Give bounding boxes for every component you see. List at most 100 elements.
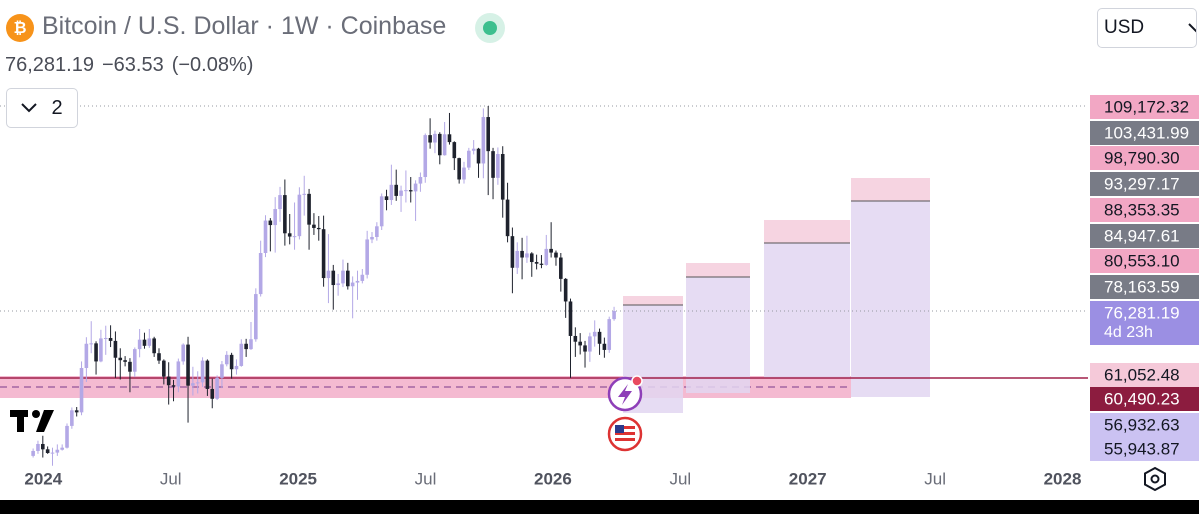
chevron: [1188, 23, 1196, 33]
box-top: [686, 263, 750, 277]
candle-body: [205, 360, 210, 389]
candle-body: [321, 229, 326, 279]
box-top: [851, 178, 930, 201]
price-label: 80,553.10: [1104, 251, 1180, 270]
candle-body: [583, 345, 587, 352]
candle-body: [60, 447, 64, 450]
candle-body: [394, 184, 399, 196]
candle-body: [510, 236, 515, 268]
price-label: 98,790.30: [1104, 148, 1180, 167]
candle-body: [70, 410, 74, 426]
tradingview-logo: [10, 410, 54, 432]
candle-body: [476, 148, 481, 164]
price-label-bg: [1090, 275, 1199, 299]
candle-body: [559, 257, 563, 279]
candle-body: [31, 450, 35, 456]
indicator-toggle[interactable]: 2: [6, 88, 78, 128]
candle-body: [268, 220, 273, 226]
candle-body: [433, 133, 437, 143]
candle-body: [554, 252, 558, 258]
box-top: [623, 296, 683, 305]
candle-body: [525, 253, 529, 258]
settings-icon[interactable]: [1144, 466, 1166, 492]
candle-body: [336, 283, 340, 286]
candle-body: [176, 361, 181, 387]
candle-body: [568, 301, 573, 336]
price-label-bg: [1090, 224, 1199, 248]
candle-body: [418, 177, 423, 184]
candle-body: [534, 262, 539, 264]
candle-body: [413, 183, 418, 192]
candle-body: [350, 282, 355, 287]
candle-body: [316, 227, 321, 230]
candle-body: [195, 382, 200, 384]
price-label: 61,052.48: [1104, 365, 1180, 384]
candle-body: [171, 385, 176, 387]
candle-body: [147, 338, 152, 346]
candle-body: [137, 339, 142, 350]
candle-body: [539, 263, 544, 265]
candle-body: [549, 248, 553, 253]
currency-select[interactable]: USD: [1097, 8, 1197, 48]
x-tick-label: 2027: [789, 469, 827, 488]
candle-body: [210, 388, 215, 399]
price-label-bg: [1090, 413, 1199, 437]
candle-body: [220, 364, 224, 378]
candle-body: [520, 250, 524, 258]
x-tick-label: 2026: [534, 469, 572, 488]
candle-body: [186, 344, 190, 386]
candle-body: [447, 134, 452, 143]
candle-body: [491, 151, 495, 178]
candle-body: [108, 338, 113, 341]
price-change-percent: (−0.08%): [171, 54, 254, 76]
candle-body: [360, 274, 365, 281]
candle-body: [452, 142, 457, 159]
candle-body: [462, 167, 466, 180]
candle-body: [544, 248, 549, 265]
x-tick-label: 2028: [1044, 469, 1082, 488]
price-label-bg: [1090, 95, 1199, 119]
candle-body: [249, 339, 253, 350]
price-label: 103,431.99: [1104, 123, 1189, 142]
candle-body: [471, 148, 476, 151]
plot: [0, 105, 1088, 466]
indicator-count: 2: [51, 96, 63, 119]
candle-body: [152, 338, 156, 354]
candle-body: [389, 184, 394, 201]
candle-body: [515, 250, 520, 268]
svg-text:₿: ₿: [13, 19, 26, 37]
candle-body: [36, 443, 40, 451]
candle-body: [273, 209, 277, 226]
candle-body: [278, 195, 282, 210]
price-label-bg: [1090, 363, 1199, 387]
candle-body: [128, 361, 132, 372]
candle-body: [379, 196, 384, 227]
candle-body: [467, 150, 471, 168]
candle-body: [166, 376, 171, 386]
x-tick-label: 2025: [279, 469, 317, 488]
candle-body: [229, 354, 234, 370]
candle-body: [41, 443, 45, 450]
candle-body: [302, 193, 307, 195]
candle-body: [99, 338, 103, 362]
candle-body: [215, 377, 219, 399]
candle-body: [312, 224, 316, 228]
candle-body: [481, 117, 486, 164]
candle-body: [423, 135, 428, 178]
candle-body: [384, 196, 389, 201]
x-tick-label: 2024: [24, 469, 62, 488]
candle-body: [224, 354, 229, 365]
box: [686, 277, 750, 393]
candle-body: [307, 193, 311, 225]
candle-body: [408, 190, 413, 192]
candle-body: [287, 233, 292, 237]
price-label-bg: [1090, 387, 1199, 411]
candle-body: [254, 294, 258, 340]
event-icons[interactable]: [607, 375, 643, 452]
candle-body: [181, 344, 186, 362]
candle-body: [55, 449, 60, 453]
candle-body: [239, 343, 244, 366]
price-label: 56,932.63: [1104, 415, 1180, 434]
candle-body: [74, 410, 79, 413]
